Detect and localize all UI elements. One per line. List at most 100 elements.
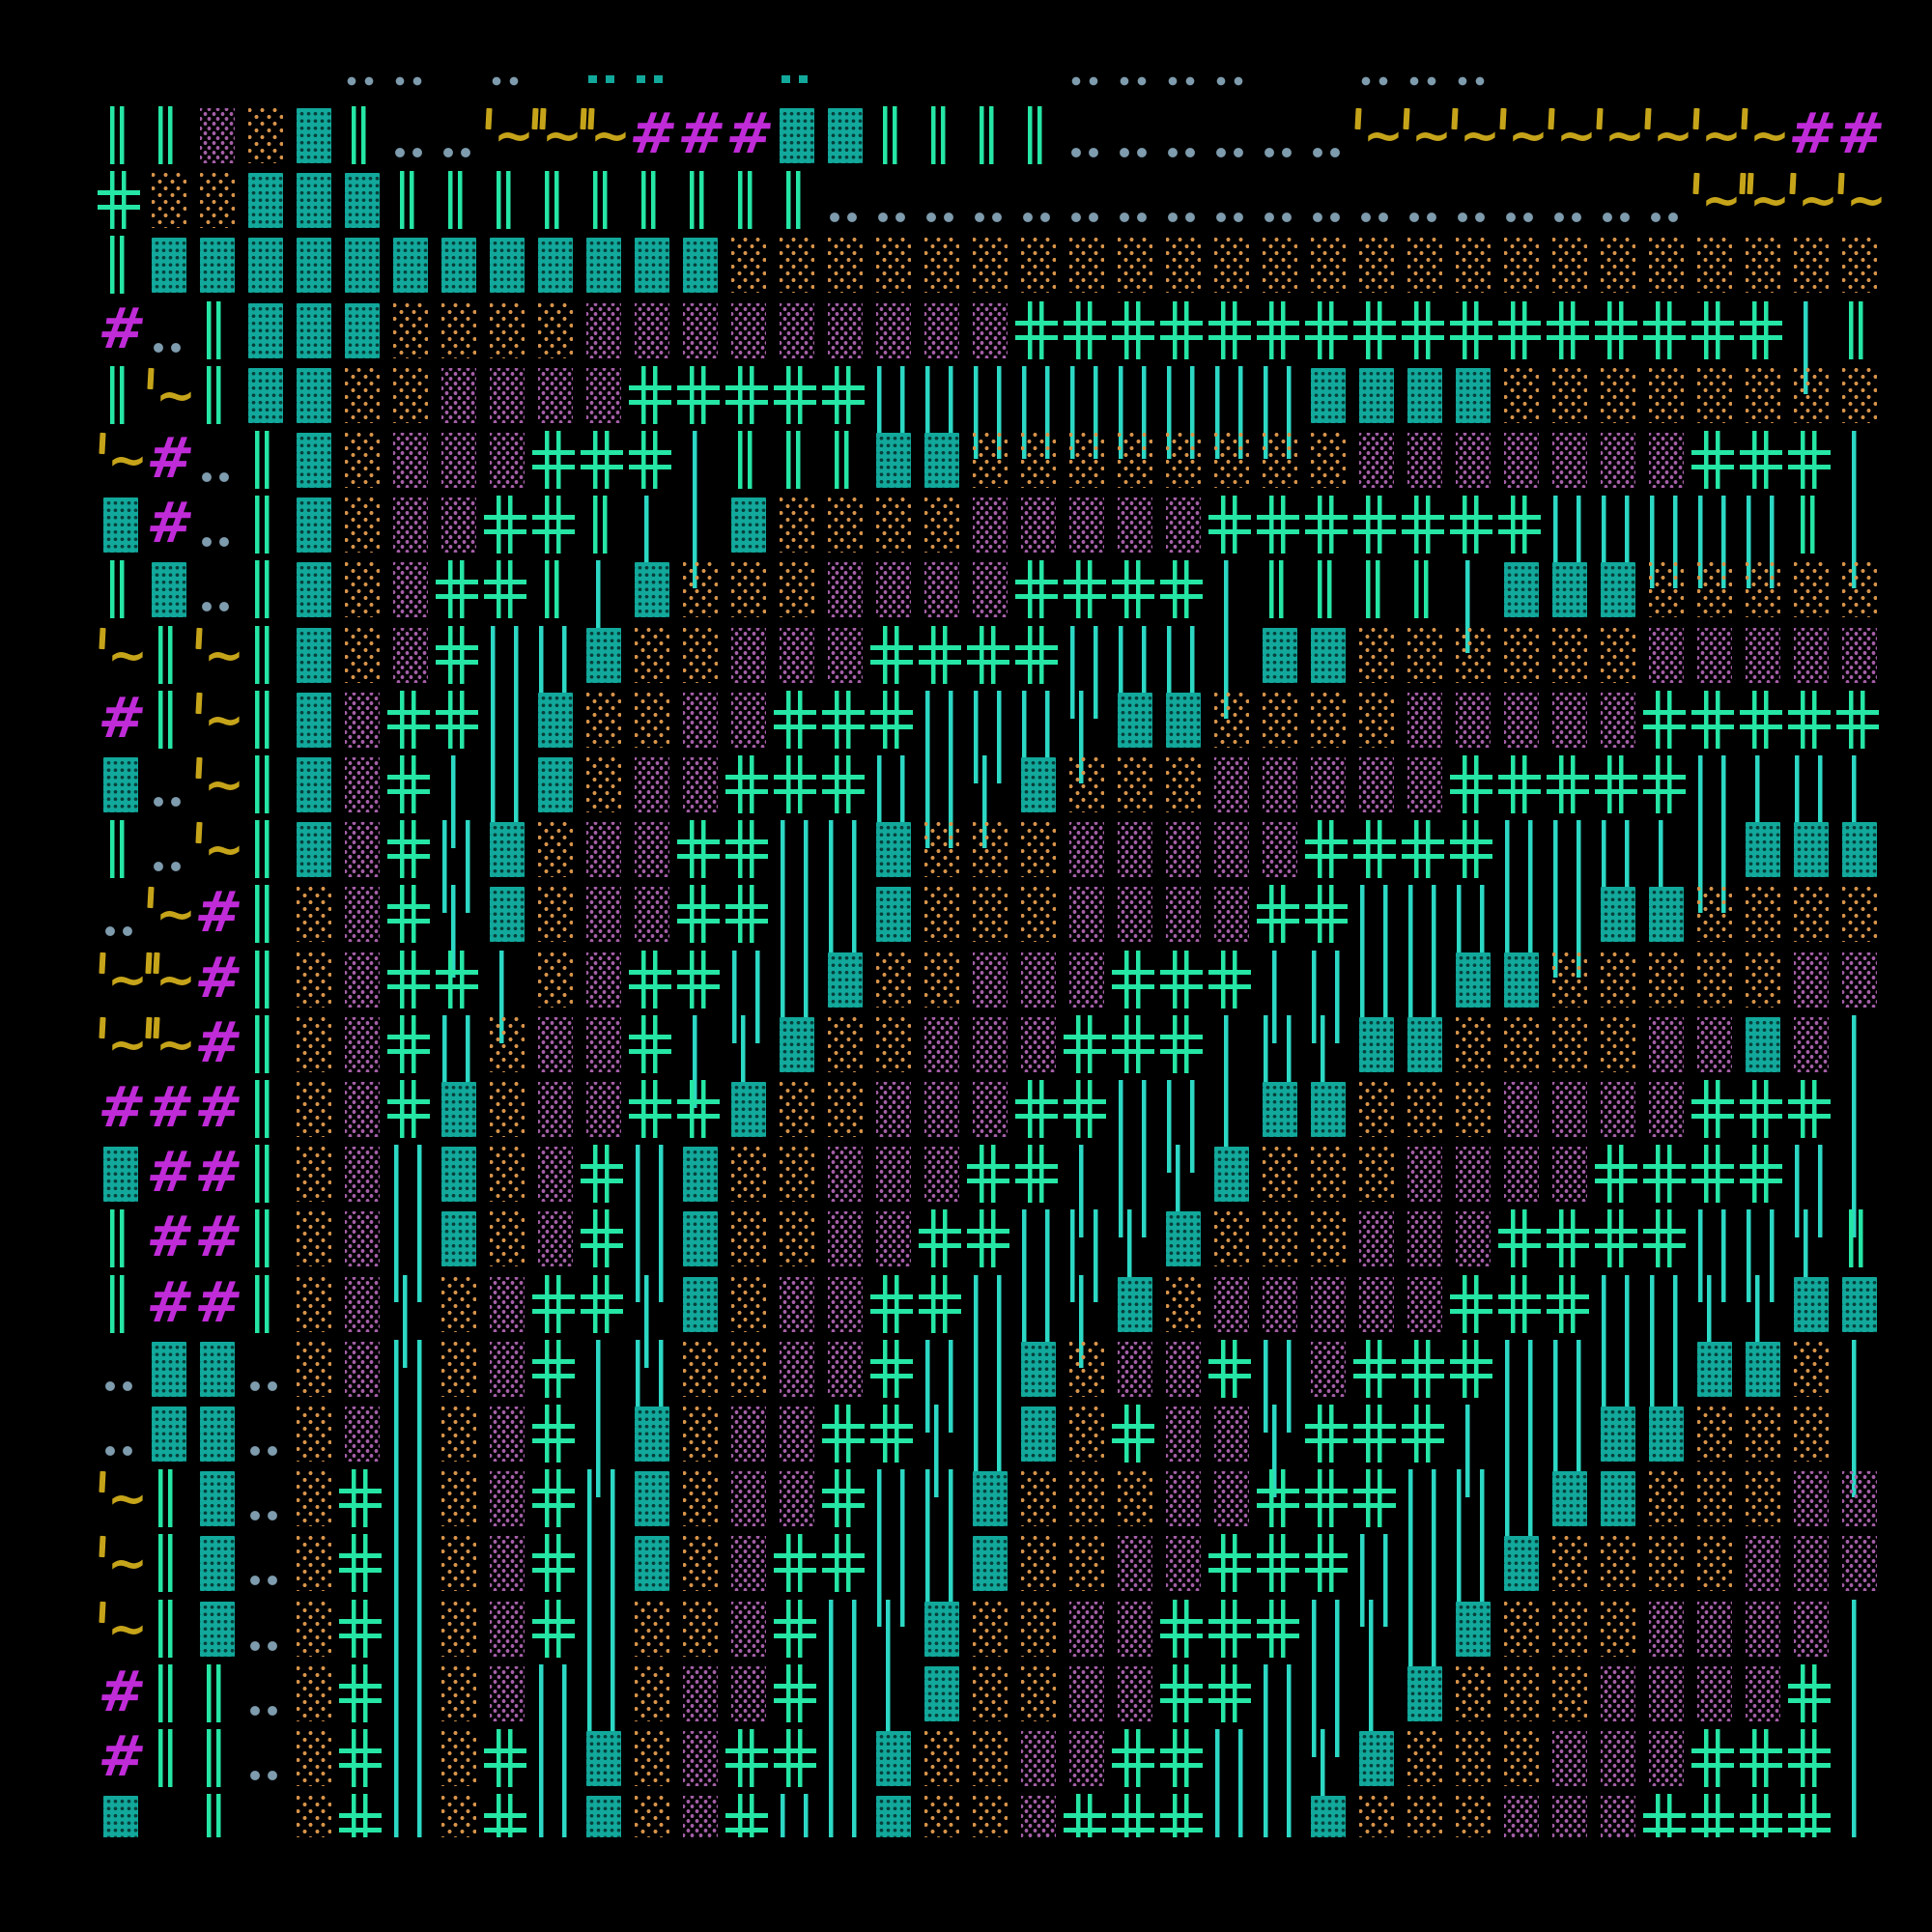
map-cell [338, 169, 386, 234]
dense-teal-vegetation-block [1311, 627, 1346, 683]
map-cell [869, 689, 918, 753]
map-cell [435, 1792, 483, 1838]
dense-teal-vegetation-block [441, 1211, 476, 1267]
green-blocky-hash-crossing [580, 431, 626, 489]
green-blocky-hash-crossing [1304, 496, 1350, 554]
map-cell [1304, 494, 1352, 558]
map-cell [338, 299, 386, 364]
map-cell [1352, 169, 1401, 235]
map-cell [1014, 1403, 1063, 1467]
map-cell [531, 494, 580, 558]
map-cell [1256, 1078, 1304, 1143]
dense-teal-vegetation-block [635, 1536, 669, 1592]
green-blocky-hash-crossing [1111, 300, 1157, 359]
green-blocky-hash-crossing [676, 820, 723, 879]
map-cell [724, 624, 773, 689]
map-cell [290, 1208, 338, 1272]
map-cell [724, 1727, 773, 1792]
purple-dotted-block [1118, 887, 1152, 943]
magenta-hash-glyph: # [143, 425, 198, 491]
map-cell [1063, 364, 1111, 459]
map-cell [966, 558, 1014, 623]
map-cell [338, 1532, 386, 1597]
map-cell [1256, 1403, 1304, 1497]
sparse-orange-scrub-block [297, 1601, 331, 1657]
sparse-orange-scrub-block [1214, 692, 1249, 748]
map-cell [1739, 1792, 1787, 1838]
map-cell [386, 1792, 435, 1838]
map-cell [1739, 818, 1787, 883]
map-cell [1739, 689, 1787, 753]
purple-dotted-block [345, 952, 380, 1008]
green-blocky-hash-crossing [1401, 300, 1447, 359]
purple-dotted-block [828, 562, 863, 618]
clipped-teal-fragment [580, 73, 628, 87]
map-cell [773, 1338, 821, 1403]
map-cell [1111, 429, 1159, 494]
green-blocky-hash-crossing [724, 755, 771, 813]
purple-dotted-block [635, 302, 669, 358]
green-blocky-hash-crossing [1401, 820, 1447, 879]
map-cell [966, 1013, 1014, 1078]
purple-dotted-block [828, 302, 863, 358]
map-cell [290, 429, 338, 494]
green-blocky-hash-crossing [1690, 300, 1737, 359]
sparse-orange-scrub-block [1552, 1016, 1587, 1072]
sparse-orange-scrub-block [1118, 238, 1152, 294]
map-cell [1352, 494, 1401, 558]
map-cell [1739, 949, 1787, 1013]
dense-teal-vegetation-block [683, 238, 718, 294]
map-cell [1546, 1013, 1594, 1078]
purple-dotted-block [1649, 1016, 1684, 1072]
map-cell [1014, 689, 1063, 783]
yellow-water-edge-glyph: ~ [97, 1532, 148, 1597]
map-cell [773, 169, 821, 234]
dense-teal-vegetation-block [538, 757, 573, 812]
map-cell [1401, 1598, 1449, 1692]
map-cell [1787, 494, 1835, 558]
map-cell [628, 299, 676, 364]
map-cell [1835, 1662, 1884, 1757]
map-cell [242, 1143, 290, 1208]
map-cell [918, 1467, 966, 1563]
map-cell [1787, 1403, 1835, 1467]
map-cell [821, 558, 869, 623]
green-blocky-hash-crossing [1014, 1080, 1061, 1138]
green-blocky-hash-crossing [1063, 1080, 1109, 1138]
map-cell [1352, 558, 1401, 623]
map-cell [483, 818, 531, 883]
map-cell [435, 1143, 483, 1208]
map-cell [435, 1403, 483, 1467]
map-cell [145, 1598, 193, 1662]
sparse-orange-scrub-block [345, 562, 380, 618]
green-double-bar-vine [193, 300, 242, 359]
map-cell [1111, 883, 1159, 948]
slate-blue-dot-pair-ground [242, 1727, 290, 1792]
sparse-orange-scrub-block [200, 173, 235, 229]
map-cell [1739, 883, 1787, 948]
map-cell [1642, 1598, 1690, 1662]
map-cell [1256, 234, 1304, 298]
green-blocky-hash-crossing [386, 690, 433, 749]
map-cell [1063, 1078, 1111, 1143]
dense-teal-vegetation-block [1504, 562, 1539, 618]
magenta-hash-glyph: # [95, 684, 150, 751]
map-cell [1642, 1273, 1690, 1368]
purple-dotted-block [393, 433, 428, 488]
green-blocky-hash-crossing [628, 431, 674, 489]
green-blocky-hash-crossing [386, 885, 433, 944]
green-double-bar-vine [531, 560, 580, 619]
purple-dotted-block [683, 1731, 718, 1786]
map-cell [628, 949, 676, 1013]
purple-dotted-block [828, 1341, 863, 1397]
purple-dotted-block [1649, 1731, 1684, 1786]
green-double-bar-vine [242, 1080, 290, 1138]
map-cell [386, 1403, 435, 1497]
map-cell [290, 494, 338, 558]
map-cell [1497, 364, 1546, 429]
sparse-orange-scrub-block [1552, 627, 1587, 683]
map-cell [242, 494, 290, 558]
map-cell: ~ [97, 1532, 148, 1597]
magenta-hash-glyph: # [191, 944, 246, 1010]
sparse-orange-scrub-block [441, 1276, 476, 1332]
